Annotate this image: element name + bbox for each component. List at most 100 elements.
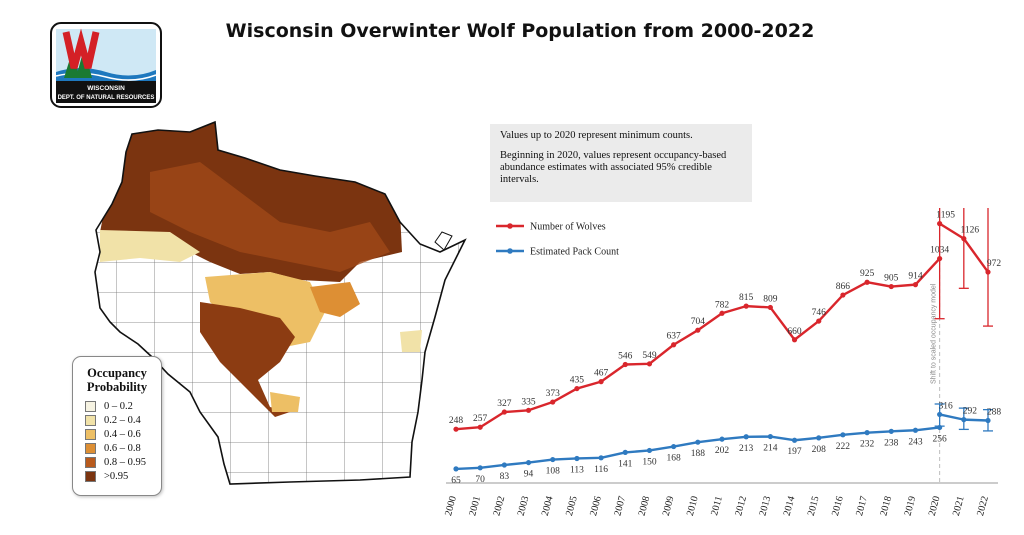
data-label: 113 — [570, 465, 584, 475]
legend-label: 0 – 0.2 — [104, 400, 133, 412]
x-tick-label: 2017 — [854, 495, 870, 517]
legend-marker-packs — [507, 248, 513, 254]
note-line1: Values up to 2020 represent minimum coun… — [500, 130, 693, 141]
data-label: 150 — [642, 457, 657, 467]
wisconsin-occupancy-map — [94, 121, 466, 485]
x-tick-label: 2013 — [757, 495, 773, 517]
data-point — [671, 342, 677, 348]
chart-title: Wisconsin Overwinter Wolf Population fro… — [225, 20, 815, 42]
data-label: 232 — [860, 440, 875, 450]
legend-label-packs: Estimated Pack Count — [530, 247, 619, 258]
data-label: 1195 — [936, 211, 955, 221]
legend-swatch — [85, 428, 96, 440]
data-label: 94 — [524, 470, 534, 480]
data-point — [453, 466, 459, 472]
data-label: 222 — [836, 442, 851, 452]
legend-item: 0.2 – 0.4 — [85, 413, 161, 427]
data-point — [888, 283, 894, 290]
data-point — [477, 424, 483, 430]
data-label: 65 — [451, 476, 461, 486]
data-label: 116 — [594, 465, 608, 475]
data-label: 782 — [715, 300, 730, 310]
x-tick-label: 2002 — [491, 495, 507, 517]
legend-label: 0.4 – 0.6 — [104, 428, 141, 440]
data-label: 214 — [763, 444, 778, 454]
data-label: 168 — [667, 454, 682, 464]
data-label: 288 — [987, 407, 1002, 417]
note-line2: Beginning in 2020, values represent occu… — [500, 150, 727, 185]
legend-item: 0.8 – 0.95 — [85, 455, 161, 469]
data-label: 467 — [594, 369, 609, 379]
x-tick-label: 2020 — [927, 495, 943, 517]
legend-swatch — [85, 400, 96, 412]
x-tick-label: 2001 — [467, 495, 483, 517]
data-point — [791, 437, 798, 443]
data-label: 327 — [497, 399, 512, 409]
x-tick-label: 2007 — [612, 495, 628, 517]
data-label: 815 — [739, 293, 754, 303]
map-legend: Occupancy Probability 0 – 0.2 0.2 – 0.4 0.… — [72, 356, 162, 496]
data-point — [622, 449, 628, 455]
x-tick-label: 2004 — [540, 495, 556, 517]
data-point — [743, 434, 749, 440]
x-tick-label: 2021 — [951, 495, 967, 517]
data-point — [598, 379, 604, 385]
x-tick-label: 2016 — [830, 495, 846, 517]
data-point — [622, 361, 628, 368]
data-label: 141 — [618, 459, 633, 469]
data-label: 335 — [521, 397, 536, 407]
x-tick-label: 2015 — [806, 495, 822, 517]
legend-marker-wolves — [507, 223, 513, 229]
data-point — [574, 455, 580, 462]
wolf-population-chart: 2000 2001 2002 2003 2004 2005 2006 2007 2008 2009… — [443, 208, 1002, 517]
data-point — [525, 459, 532, 466]
x-tick-label: 2009 — [661, 495, 677, 517]
legend-item: 0.6 – 0.8 — [85, 441, 161, 455]
legend-title-line2: Probability — [86, 380, 148, 394]
x-tick-label: 2018 — [878, 495, 894, 517]
data-point — [501, 462, 507, 468]
data-point — [937, 221, 943, 227]
legend-swatch — [85, 456, 96, 468]
data-point — [695, 439, 701, 445]
chart-note: Values up to 2020 represent minimum coun… — [490, 124, 752, 202]
data-point — [550, 399, 556, 405]
data-point — [840, 432, 846, 438]
x-tick-label: 2011 — [709, 495, 725, 517]
data-label: 108 — [546, 467, 561, 477]
data-label: 549 — [642, 351, 657, 361]
data-label: 866 — [836, 282, 851, 292]
x-tick-label: 2014 — [782, 495, 798, 517]
data-label: 213 — [739, 444, 754, 454]
data-point — [719, 436, 725, 442]
data-point — [985, 269, 991, 275]
data-label: 256 — [933, 434, 948, 444]
data-point — [598, 455, 604, 461]
legend-title: Occupancy Probability — [73, 366, 161, 394]
legend-label: 0.6 – 0.8 — [104, 442, 141, 454]
data-point — [864, 279, 870, 285]
data-point — [767, 304, 773, 311]
data-label: 83 — [500, 472, 510, 482]
data-label: 373 — [546, 389, 561, 399]
legend-swatch — [85, 470, 96, 482]
data-point — [501, 409, 507, 415]
data-label: 905 — [884, 274, 899, 284]
data-point — [816, 435, 822, 441]
data-point — [695, 327, 701, 333]
legend-label: >0.95 — [104, 470, 129, 482]
legend-label: 0.8 – 0.95 — [104, 456, 146, 468]
x-tick-label: 2010 — [685, 495, 701, 517]
data-label: 197 — [787, 447, 802, 457]
data-label: 914 — [908, 272, 923, 282]
data-label: 925 — [860, 269, 875, 279]
legend-item: 0.4 – 0.6 — [85, 427, 161, 441]
data-point — [961, 417, 967, 423]
x-tick-label: 2012 — [733, 495, 749, 517]
data-point — [525, 407, 532, 413]
data-label: 546 — [618, 351, 633, 361]
data-point — [840, 292, 846, 298]
data-point — [816, 318, 822, 324]
data-label: 316 — [939, 401, 954, 411]
data-point — [646, 447, 653, 454]
